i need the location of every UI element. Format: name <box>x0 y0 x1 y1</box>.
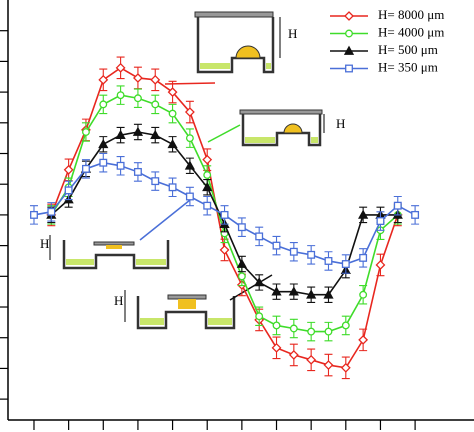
marker <box>255 232 264 241</box>
marker <box>167 87 178 98</box>
marker <box>203 201 212 210</box>
marker <box>306 289 317 299</box>
marker <box>307 327 316 336</box>
inset-350 <box>49 199 191 270</box>
marker <box>115 129 126 139</box>
marker <box>323 360 334 370</box>
marker <box>30 210 38 219</box>
marker <box>307 250 316 259</box>
marker <box>255 312 264 321</box>
marker <box>411 210 420 219</box>
marker <box>341 321 350 330</box>
marker <box>288 286 299 296</box>
marker <box>63 164 74 175</box>
legend-label: H= 4000 μm <box>378 24 444 39</box>
legend-label: H= 350 μm <box>378 59 438 74</box>
marker <box>184 160 196 170</box>
marker <box>132 126 144 136</box>
marker <box>64 186 73 195</box>
marker <box>237 223 246 232</box>
annotation: H <box>114 293 123 308</box>
legend-label: H= 500 μm <box>378 42 438 57</box>
marker <box>150 129 161 139</box>
marker <box>359 253 368 262</box>
marker <box>376 217 385 226</box>
legend-marker <box>345 64 353 73</box>
marker <box>306 354 317 365</box>
legend-marker <box>344 11 354 21</box>
legend-marker <box>343 45 355 55</box>
marker <box>133 73 143 83</box>
marker <box>133 94 142 103</box>
marker <box>98 138 109 149</box>
marker <box>185 192 194 201</box>
marker <box>47 207 56 216</box>
annotation: H <box>336 116 345 131</box>
marker <box>116 91 125 100</box>
marker <box>151 177 160 186</box>
marker <box>133 167 142 176</box>
marker <box>340 362 351 373</box>
marker <box>358 334 369 345</box>
inset-4000 <box>207 109 325 147</box>
marker <box>168 183 177 192</box>
marker <box>115 62 126 73</box>
marker <box>323 289 334 299</box>
inset-8000 <box>164 11 281 85</box>
marker <box>82 164 90 173</box>
marker <box>220 210 229 219</box>
marker <box>237 272 246 281</box>
annotation: H <box>288 26 297 41</box>
marker <box>98 74 109 85</box>
annotation: H <box>40 236 49 251</box>
marker <box>184 107 195 117</box>
insets <box>49 11 325 330</box>
marker <box>288 349 299 360</box>
marker <box>358 209 369 219</box>
series <box>29 152 420 274</box>
marker <box>236 258 247 268</box>
marker <box>202 154 213 165</box>
marker <box>324 257 333 265</box>
marker <box>116 161 125 170</box>
marker <box>185 134 194 143</box>
marker <box>272 321 281 330</box>
marker <box>375 260 386 270</box>
marker <box>203 171 212 179</box>
marker <box>271 342 282 353</box>
marker <box>254 277 265 287</box>
marker <box>219 244 230 255</box>
marker <box>202 181 213 192</box>
marker <box>393 201 402 210</box>
marker <box>99 158 108 167</box>
marker <box>150 74 161 85</box>
marker <box>272 241 281 250</box>
marker <box>99 100 108 109</box>
marker <box>167 138 178 149</box>
marker <box>82 128 90 136</box>
legend-marker <box>345 29 353 38</box>
marker <box>271 286 282 296</box>
marker <box>289 247 298 256</box>
marker <box>324 327 333 336</box>
marker <box>168 109 177 118</box>
marker <box>151 100 160 109</box>
inset-500 <box>124 274 273 330</box>
legend-label: H= 8000 μm <box>378 7 444 22</box>
marker <box>359 290 368 299</box>
marker <box>289 324 298 333</box>
marker <box>341 260 350 268</box>
